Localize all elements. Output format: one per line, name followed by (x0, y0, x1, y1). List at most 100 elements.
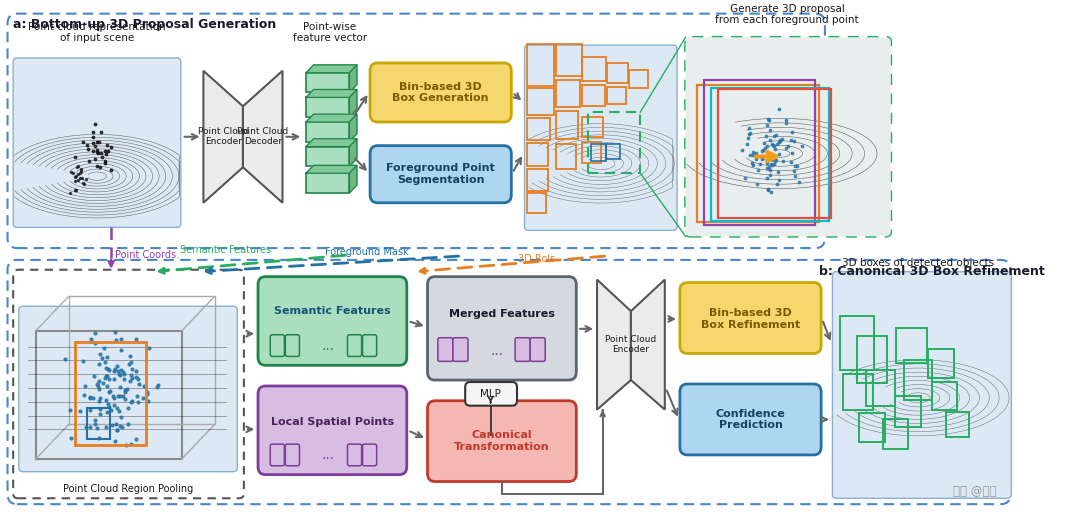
Point (109, 366, 126, 375)
Point (733, 147, 751, 155)
Point (108, 404, 125, 412)
Point (750, 166, 767, 174)
FancyBboxPatch shape (437, 337, 453, 361)
Point (106, 375, 123, 383)
Point (785, 167, 802, 175)
Point (97, 423, 114, 431)
Point (130, 375, 147, 383)
Point (92, 149, 109, 157)
Point (761, 125, 779, 134)
Point (84, 394, 102, 402)
Point (98, 372, 116, 380)
Point (100, 375, 118, 383)
Point (741, 151, 758, 159)
Polygon shape (349, 114, 356, 142)
Point (120, 360, 137, 368)
Point (80, 156, 97, 165)
Point (122, 377, 139, 385)
Point (778, 143, 795, 152)
Point (760, 185, 778, 193)
Point (67, 173, 84, 182)
Point (92, 410, 109, 418)
Text: Foreground Mask: Foreground Mask (325, 247, 409, 257)
Point (72, 165, 90, 173)
Point (66, 185, 83, 194)
Point (757, 132, 774, 140)
Point (758, 158, 775, 167)
Point (777, 119, 794, 127)
Point (140, 344, 158, 352)
Point (743, 159, 760, 167)
FancyBboxPatch shape (285, 444, 299, 466)
Point (120, 420, 137, 428)
Point (138, 388, 156, 396)
Point (783, 128, 800, 136)
Polygon shape (631, 280, 665, 410)
Point (757, 144, 774, 152)
Polygon shape (597, 280, 631, 410)
Point (123, 365, 140, 373)
Polygon shape (306, 65, 356, 73)
Point (99, 365, 117, 373)
Point (89, 379, 106, 388)
Point (71, 169, 89, 177)
FancyBboxPatch shape (270, 444, 284, 466)
Point (73, 174, 91, 183)
Point (765, 159, 782, 168)
Point (78, 175, 95, 184)
Point (91, 385, 108, 393)
Point (127, 367, 145, 375)
Point (793, 142, 810, 151)
FancyBboxPatch shape (363, 335, 377, 357)
Point (127, 435, 145, 443)
Point (103, 166, 120, 174)
FancyBboxPatch shape (18, 306, 238, 472)
Text: Bin-based 3D
Box Generation: Bin-based 3D Box Generation (392, 82, 489, 103)
Point (56, 354, 73, 363)
Point (76, 382, 93, 390)
Text: Point Cloud
Decoder: Point Cloud Decoder (238, 127, 288, 147)
Point (780, 142, 797, 150)
Point (111, 422, 129, 430)
FancyBboxPatch shape (525, 45, 677, 230)
Point (62, 189, 79, 197)
FancyBboxPatch shape (428, 401, 577, 481)
Point (94, 379, 111, 387)
FancyBboxPatch shape (370, 63, 511, 122)
FancyBboxPatch shape (348, 335, 362, 357)
Point (117, 395, 134, 403)
Point (107, 328, 124, 336)
Point (112, 366, 130, 374)
Point (102, 386, 119, 395)
FancyBboxPatch shape (453, 337, 468, 361)
Point (65, 169, 82, 178)
Point (112, 413, 130, 422)
Point (768, 180, 785, 188)
Point (82, 334, 99, 343)
Point (105, 367, 122, 375)
Point (771, 138, 788, 147)
Point (771, 105, 788, 113)
Point (120, 404, 137, 412)
Point (67, 177, 84, 185)
Point (110, 407, 127, 415)
Point (68, 163, 85, 171)
Text: Point Cloud Region Pooling: Point Cloud Region Pooling (63, 485, 193, 494)
Point (762, 160, 780, 168)
Point (758, 174, 775, 182)
Point (79, 145, 96, 153)
Point (86, 416, 104, 425)
Point (93, 153, 110, 161)
Text: Confidence
Prediction: Confidence Prediction (716, 409, 785, 430)
Point (747, 155, 765, 163)
Point (130, 398, 147, 406)
Point (148, 383, 165, 391)
Text: Canonical
Transformation: Canonical Transformation (454, 430, 550, 452)
Point (764, 155, 781, 164)
Point (744, 160, 761, 169)
Point (737, 174, 754, 182)
Point (129, 392, 146, 400)
Point (752, 159, 769, 168)
Point (123, 397, 140, 406)
Text: 3D RoIs: 3D RoIs (518, 254, 555, 264)
